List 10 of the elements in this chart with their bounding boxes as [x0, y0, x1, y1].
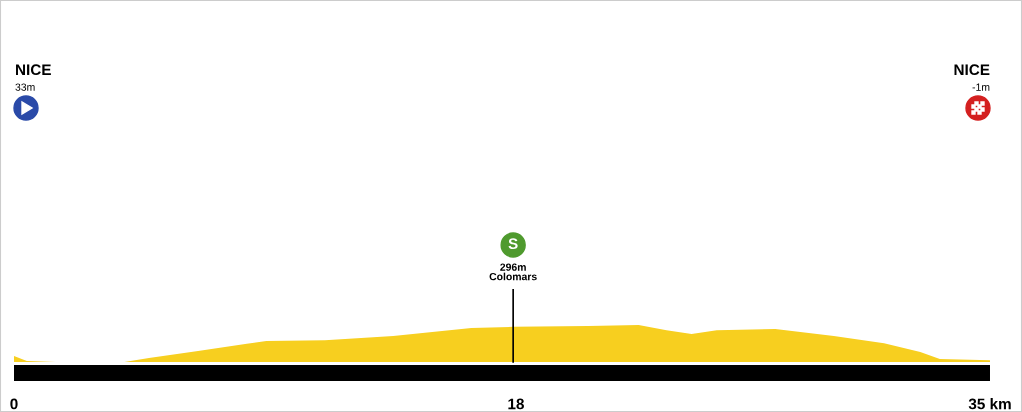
text: S: [508, 238, 518, 250]
text: NICE: [16, 64, 51, 76]
x-tick-label: 18: [508, 398, 524, 410]
text: -1m: [972, 83, 990, 91]
text: 33m: [15, 83, 35, 91]
text: NICE: [954, 64, 990, 76]
text: Colomars: [489, 272, 537, 281]
text: 296m: [500, 263, 526, 271]
x-tick-label: 0: [10, 398, 18, 410]
x-tick-label: 35 km: [968, 398, 1011, 410]
